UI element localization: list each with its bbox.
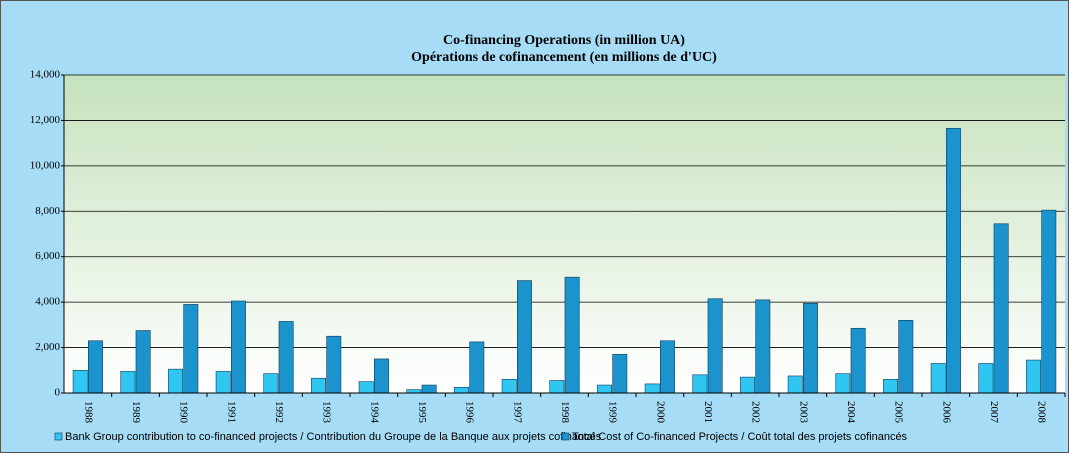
bar [469, 341, 485, 394]
x-tick-label: 1999 [607, 401, 619, 424]
bar [1026, 359, 1041, 394]
y-tick-label: 10,000 [30, 159, 61, 171]
chart-subtitle: Opérations de cofinancement (en millions… [411, 50, 717, 65]
bar [692, 374, 708, 394]
legend-swatch [54, 432, 63, 441]
bar [850, 327, 866, 394]
x-tick-label: 1998 [559, 401, 571, 424]
bar [597, 384, 612, 394]
y-tick-label: 0 [55, 387, 61, 399]
bar [993, 223, 1009, 394]
chart-title: Co-financing Operations (in million UA) [443, 33, 685, 48]
bar [311, 377, 326, 394]
bar [660, 340, 675, 394]
bar [644, 383, 660, 394]
x-tick-label: 2002 [750, 401, 762, 423]
bar [930, 363, 946, 394]
bar [168, 368, 183, 394]
x-tick-label: 2005 [893, 401, 905, 424]
x-tick-label: 2006 [940, 401, 952, 424]
bar [263, 373, 279, 394]
bar [612, 354, 628, 394]
bar [946, 128, 961, 394]
bar [88, 340, 103, 394]
bar [883, 379, 898, 394]
bar [564, 276, 580, 394]
y-tick-label: 2,000 [35, 341, 60, 353]
bar [358, 381, 374, 394]
x-tick-label: 2008 [1036, 401, 1048, 424]
x-tick-label: 2007 [988, 401, 1000, 424]
bar [978, 363, 994, 394]
bar [835, 373, 851, 394]
bar [215, 371, 231, 394]
bar [421, 384, 437, 394]
bar [517, 280, 532, 394]
legend-label: Bank Group contribution to co-financed p… [65, 431, 602, 443]
bar [707, 298, 723, 394]
bar [326, 335, 342, 394]
bar [72, 369, 88, 394]
y-tick-label: 8,000 [35, 205, 60, 217]
bar [278, 321, 294, 394]
y-tick-label: 12,000 [30, 114, 61, 126]
bar [740, 376, 755, 394]
legend-swatch [561, 432, 570, 441]
x-tick-label: 1996 [464, 401, 476, 424]
bar [120, 371, 136, 394]
legend-label: Total Cost of Co-financed Projects / Coû… [572, 431, 908, 443]
bar [1041, 209, 1057, 394]
x-tick-label: 1989 [130, 401, 142, 424]
x-tick-label: 1993 [321, 401, 333, 424]
y-tick-label: 14,000 [30, 69, 61, 81]
bar [454, 387, 469, 394]
x-tick-label: 1994 [368, 401, 380, 424]
plot-area [64, 75, 1065, 393]
bar [803, 302, 818, 394]
bar [231, 300, 246, 394]
x-tick-label: 1992 [273, 401, 285, 423]
x-tick-label: 2003 [797, 401, 809, 424]
bar [501, 379, 517, 394]
x-tick-label: 1991 [225, 401, 237, 423]
x-tick-label: 1988 [82, 401, 94, 424]
x-tick-label: 1995 [416, 401, 428, 424]
x-tick-label: 2004 [845, 401, 857, 424]
bar [183, 304, 199, 394]
x-tick-label: 1990 [178, 401, 190, 424]
bar [406, 389, 422, 394]
bar [549, 380, 565, 394]
bar [374, 358, 389, 394]
bar [898, 320, 914, 394]
x-tick-label: 2000 [654, 401, 666, 424]
x-tick-label: 2001 [702, 401, 714, 423]
bar [787, 375, 803, 394]
x-tick-label: 1997 [511, 401, 523, 424]
bar [135, 330, 151, 394]
y-tick-label: 6,000 [35, 250, 60, 262]
y-tick-label: 4,000 [35, 296, 60, 308]
bar [755, 299, 771, 394]
